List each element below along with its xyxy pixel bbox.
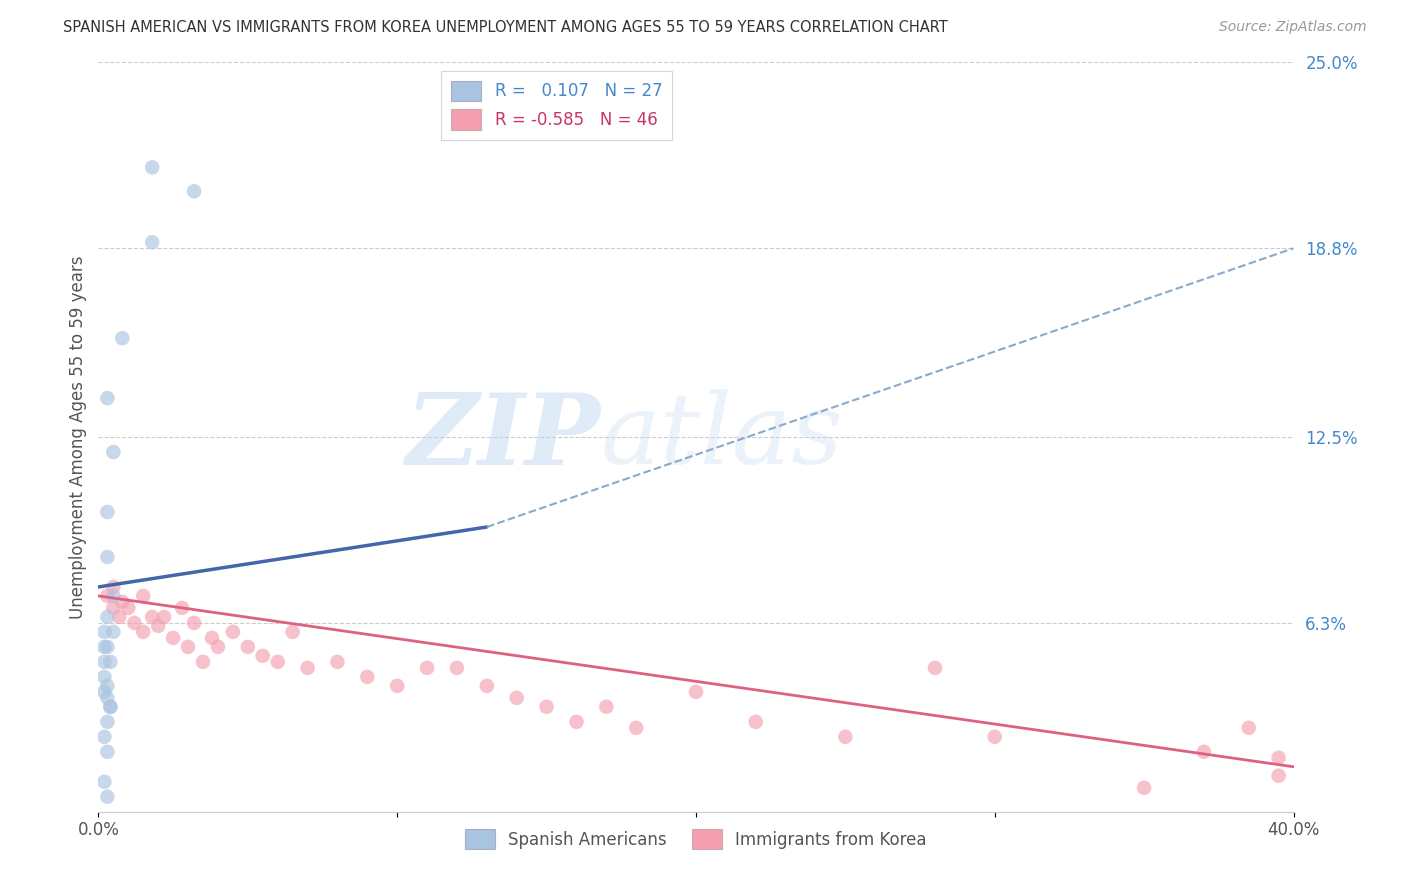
Point xyxy=(267,655,290,669)
Point xyxy=(416,661,439,675)
Point xyxy=(252,648,274,663)
Point xyxy=(326,655,349,669)
Point xyxy=(1267,769,1289,783)
Point xyxy=(96,610,118,624)
Point xyxy=(111,331,134,345)
Point xyxy=(281,624,304,639)
Point xyxy=(124,615,146,630)
Point xyxy=(177,640,200,654)
Point xyxy=(1237,721,1260,735)
Point xyxy=(385,679,409,693)
Point xyxy=(93,624,115,639)
Point xyxy=(96,690,118,705)
Point xyxy=(103,445,125,459)
Point xyxy=(984,730,1007,744)
Point xyxy=(172,601,194,615)
Point xyxy=(191,655,214,669)
Point xyxy=(93,685,115,699)
Point xyxy=(745,714,768,729)
Point xyxy=(96,789,118,804)
Point xyxy=(103,580,125,594)
Y-axis label: Unemployment Among Ages 55 to 59 years: Unemployment Among Ages 55 to 59 years xyxy=(69,255,87,619)
Text: atlas: atlas xyxy=(600,390,844,484)
Point xyxy=(141,610,163,624)
Point xyxy=(108,610,131,624)
Point xyxy=(141,161,163,175)
Point xyxy=(96,391,118,405)
Point xyxy=(96,679,118,693)
Point xyxy=(446,661,468,675)
Point xyxy=(565,714,588,729)
Point xyxy=(93,730,115,744)
Point xyxy=(93,655,115,669)
Point xyxy=(222,624,245,639)
Point xyxy=(297,661,319,675)
Point xyxy=(117,601,139,615)
Point xyxy=(506,690,529,705)
Point xyxy=(183,184,205,198)
Point xyxy=(236,640,259,654)
Legend: Spanish Americans, Immigrants from Korea: Spanish Americans, Immigrants from Korea xyxy=(458,822,934,855)
Point xyxy=(201,631,224,645)
Point xyxy=(96,505,118,519)
Text: SPANISH AMERICAN VS IMMIGRANTS FROM KOREA UNEMPLOYMENT AMONG AGES 55 TO 59 YEARS: SPANISH AMERICAN VS IMMIGRANTS FROM KORE… xyxy=(63,20,948,35)
Point xyxy=(183,615,205,630)
Point xyxy=(595,699,617,714)
Point xyxy=(111,595,134,609)
Point xyxy=(685,685,707,699)
Point xyxy=(626,721,648,735)
Point xyxy=(1267,751,1289,765)
Point xyxy=(536,699,558,714)
Point xyxy=(96,640,118,654)
Point xyxy=(103,589,125,603)
Point xyxy=(1192,745,1215,759)
Point xyxy=(153,610,176,624)
Text: Source: ZipAtlas.com: Source: ZipAtlas.com xyxy=(1219,20,1367,34)
Point xyxy=(93,640,115,654)
Point xyxy=(93,670,115,684)
Point xyxy=(98,655,122,669)
Point xyxy=(924,661,946,675)
Point xyxy=(148,619,170,633)
Point xyxy=(103,624,125,639)
Text: ZIP: ZIP xyxy=(405,389,600,485)
Point xyxy=(834,730,856,744)
Point xyxy=(132,589,155,603)
Point xyxy=(132,624,155,639)
Point xyxy=(162,631,184,645)
Point xyxy=(98,699,122,714)
Point xyxy=(356,670,378,684)
Point xyxy=(96,589,118,603)
Point xyxy=(93,774,115,789)
Point xyxy=(98,699,122,714)
Point xyxy=(207,640,229,654)
Point xyxy=(96,745,118,759)
Point xyxy=(475,679,498,693)
Point xyxy=(1133,780,1156,795)
Point xyxy=(96,714,118,729)
Point xyxy=(103,601,125,615)
Point xyxy=(141,235,163,250)
Point xyxy=(96,549,118,564)
